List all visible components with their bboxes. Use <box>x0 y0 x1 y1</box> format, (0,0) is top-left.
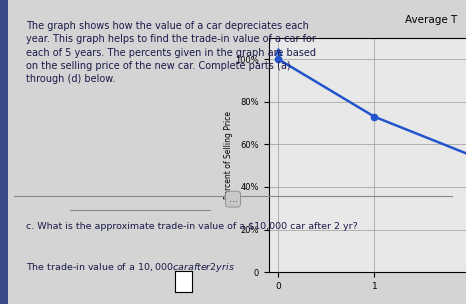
Y-axis label: Percent of Selling Price: Percent of Selling Price <box>224 111 233 199</box>
Text: Average T: Average T <box>405 15 458 25</box>
Text: ▲: ▲ <box>0 126 8 136</box>
Text: c. What is the approximate trade-in value of a $10,000 car after 2 yr?: c. What is the approximate trade-in valu… <box>26 222 357 231</box>
Text: ...: ... <box>228 194 238 204</box>
Text: The trade-in value of a $10,000 car after 2 yr is $: The trade-in value of a $10,000 car afte… <box>26 261 234 275</box>
Text: The graph shows how the value of a car depreciates each
year. This graph helps t: The graph shows how the value of a car d… <box>26 21 315 84</box>
